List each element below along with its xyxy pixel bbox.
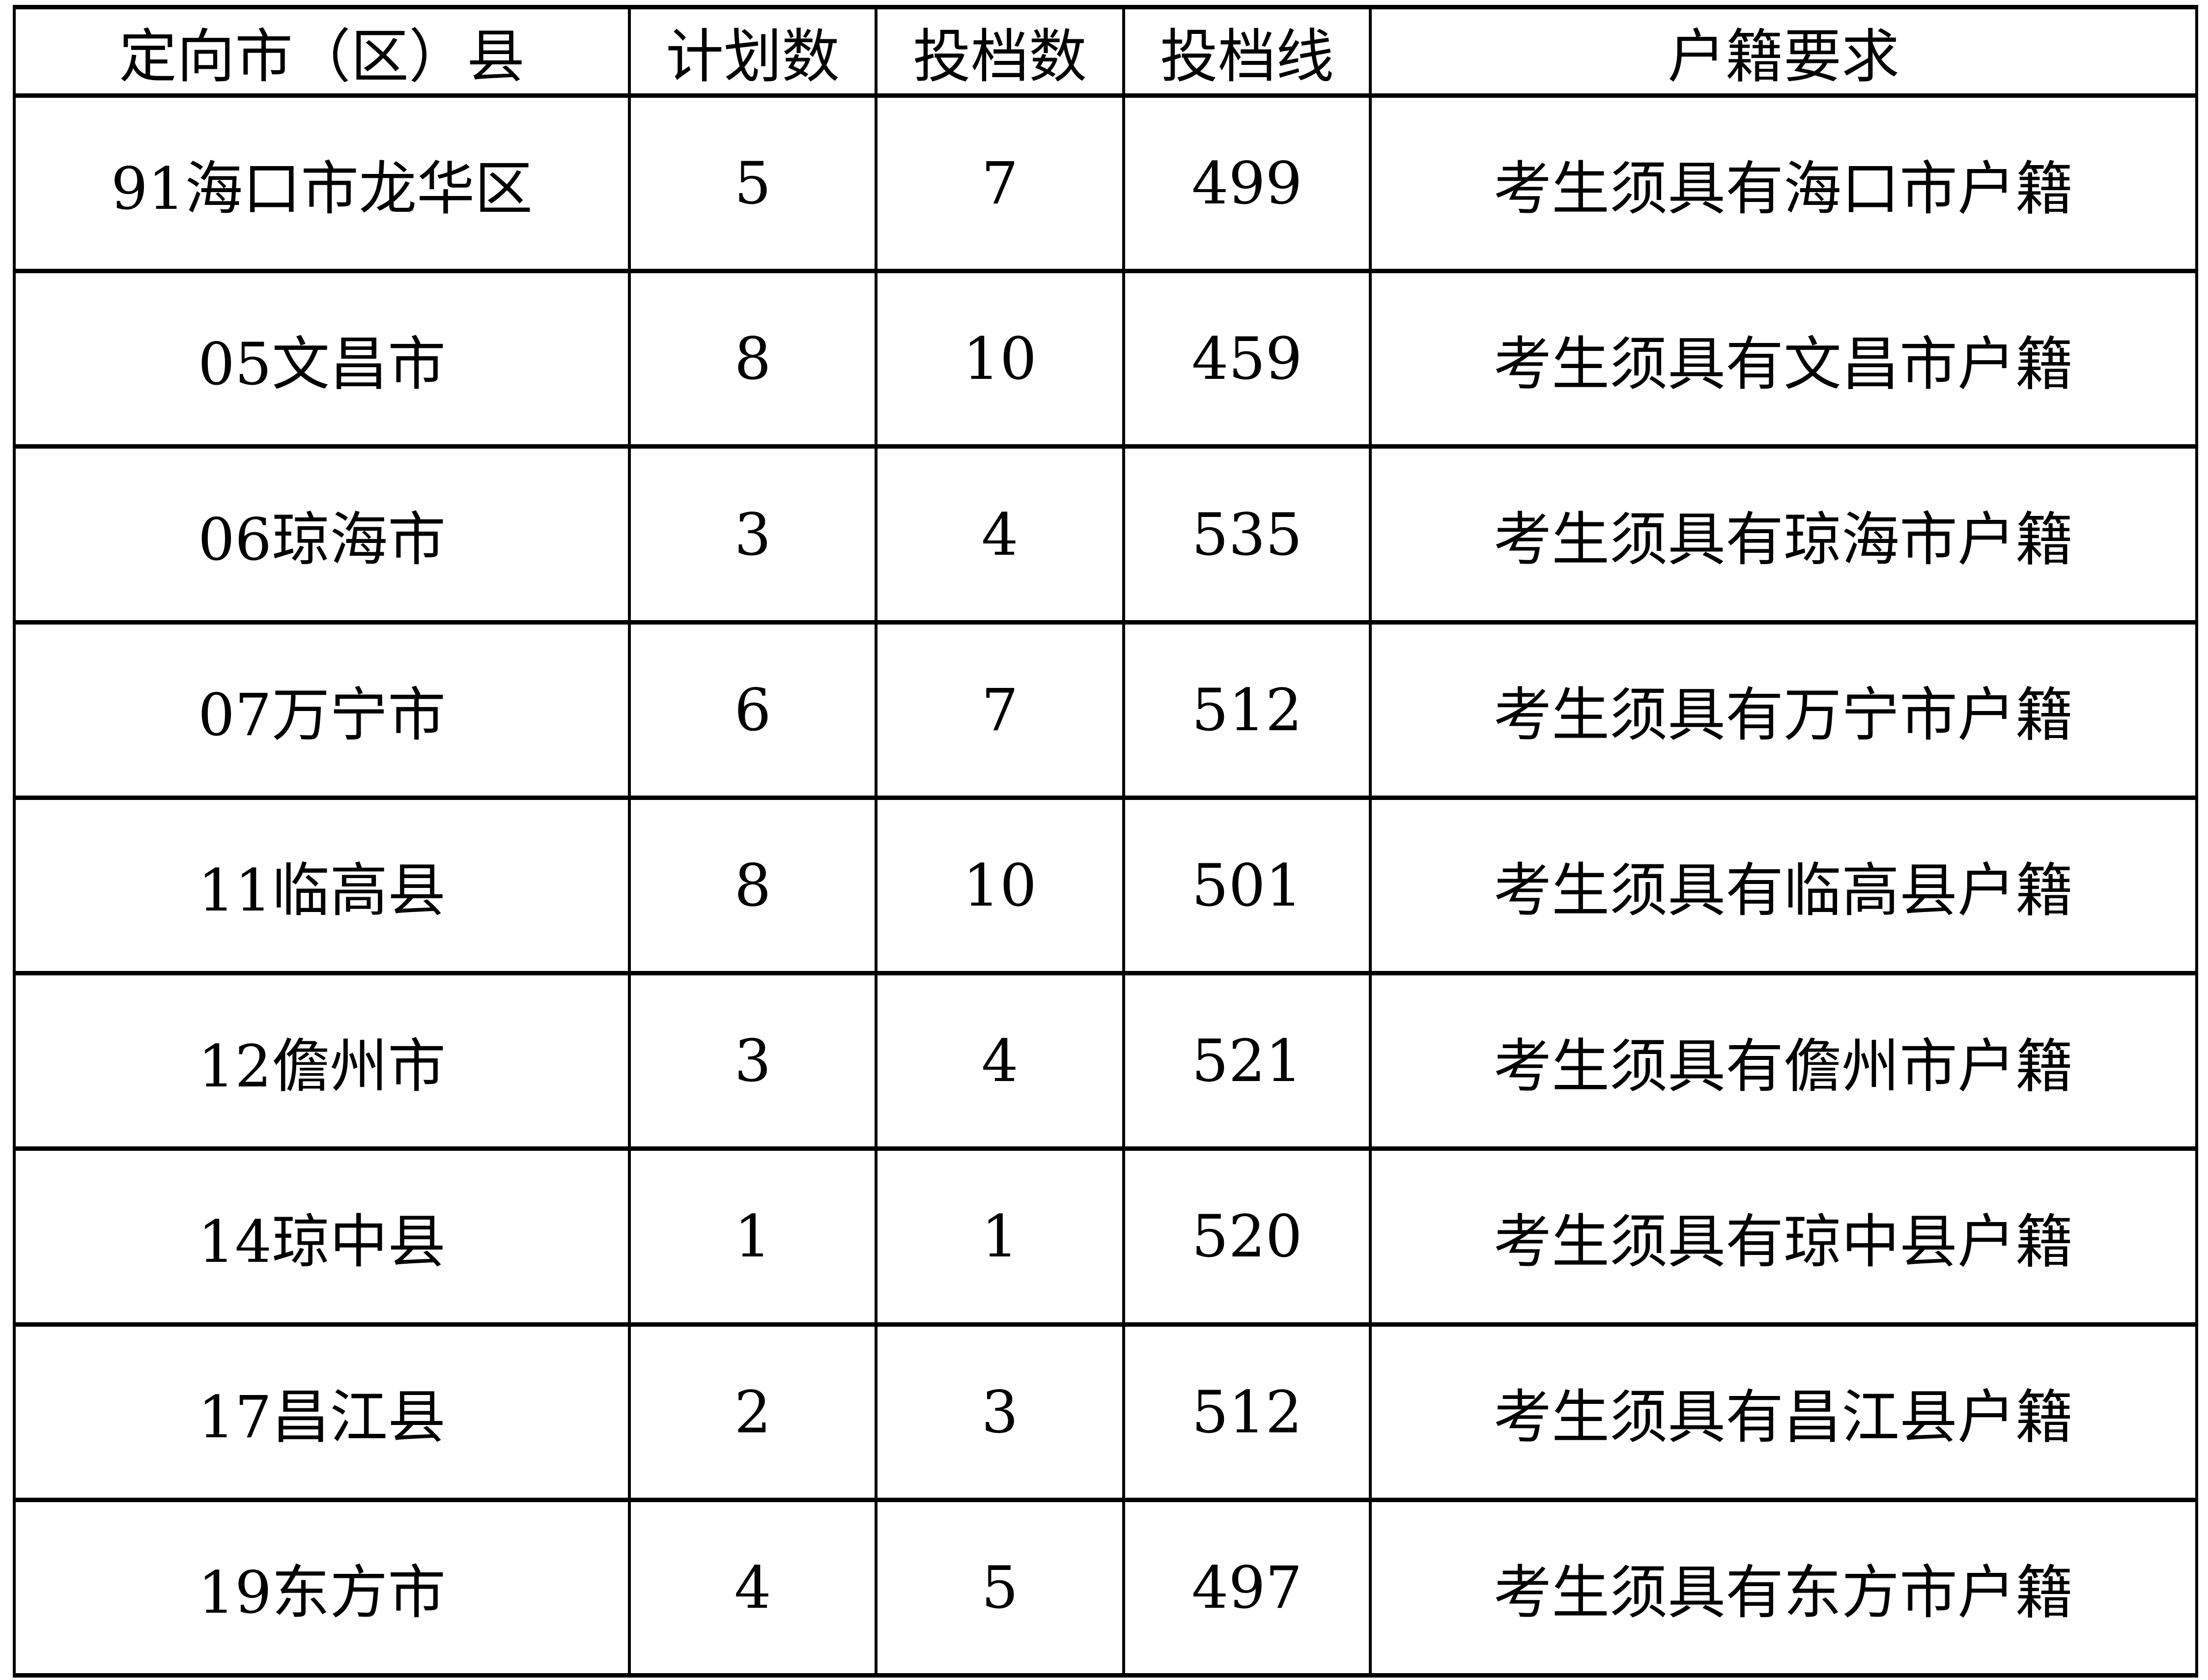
header-filed-count: 投档数 (875, 5, 1125, 98)
residency-cell: 考生须具有万宁市户籍 (1369, 620, 2198, 800)
filed-count-cell: 10 (875, 795, 1125, 976)
residency-cell: 考生须具有琼中县户籍 (1369, 1146, 2198, 1327)
residency-cell: 考生须具有海口市户籍 (1369, 93, 2198, 274)
header-residency-requirement: 户籍要求 (1369, 5, 2198, 98)
filed-count-cell: 5 (875, 1497, 1125, 1678)
cutoff-score-cell: 459 (1122, 269, 1372, 449)
header-row: 定向市（区）县 计划数 投档数 投档线 户籍要求 (13, 5, 2198, 98)
plan-count-cell: 4 (628, 1497, 878, 1678)
table-row: 91海口市龙华区 5 7 499 考生须具有海口市户籍 (13, 93, 2198, 274)
filed-count-cell: 7 (875, 620, 1125, 800)
filed-count-cell: 3 (875, 1322, 1125, 1502)
filed-count-cell: 4 (875, 444, 1125, 625)
plan-count-cell: 5 (628, 93, 878, 274)
residency-cell: 考生须具有文昌市户籍 (1369, 269, 2198, 449)
table-row: 12儋州市 3 4 521 考生须具有儋州市户籍 (13, 971, 2198, 1151)
filed-count-cell: 4 (875, 971, 1125, 1151)
district-cell: 19东方市 (13, 1497, 631, 1678)
table-row: 07万宁市 6 7 512 考生须具有万宁市户籍 (13, 620, 2198, 800)
district-cell: 14琼中县 (13, 1146, 631, 1327)
residency-cell: 考生须具有东方市户籍 (1369, 1497, 2198, 1678)
district-cell: 05文昌市 (13, 269, 631, 449)
plan-count-cell: 3 (628, 444, 878, 625)
table-row: 14琼中县 1 1 520 考生须具有琼中县户籍 (13, 1146, 2198, 1327)
district-cell: 07万宁市 (13, 620, 631, 800)
admission-table: 定向市（区）县 计划数 投档数 投档线 户籍要求 91海口市龙华区 5 7 499 考生… (13, 5, 2198, 1678)
cutoff-score-cell: 499 (1122, 93, 1372, 274)
district-cell: 91海口市龙华区 (13, 93, 631, 274)
header-plan-count: 计划数 (628, 5, 878, 98)
cutoff-score-cell: 497 (1122, 1497, 1372, 1678)
plan-count-cell: 3 (628, 971, 878, 1151)
cutoff-score-cell: 521 (1122, 971, 1372, 1151)
table-row: 06琼海市 3 4 535 考生须具有琼海市户籍 (13, 444, 2198, 625)
filed-count-cell: 10 (875, 269, 1125, 449)
table-row: 05文昌市 8 10 459 考生须具有文昌市户籍 (13, 269, 2198, 449)
plan-count-cell: 1 (628, 1146, 878, 1327)
table-row: 11临高县 8 10 501 考生须具有临高县户籍 (13, 795, 2198, 976)
district-cell: 12儋州市 (13, 971, 631, 1151)
district-cell: 11临高县 (13, 795, 631, 976)
district-cell: 17昌江县 (13, 1322, 631, 1502)
header-cutoff-score: 投档线 (1122, 5, 1372, 98)
cutoff-score-cell: 501 (1122, 795, 1372, 976)
residency-cell: 考生须具有临高县户籍 (1369, 795, 2198, 976)
residency-cell: 考生须具有昌江县户籍 (1369, 1322, 2198, 1502)
table-row: 19东方市 4 5 497 考生须具有东方市户籍 (13, 1497, 2198, 1678)
cutoff-score-cell: 512 (1122, 1322, 1372, 1502)
table-row: 17昌江县 2 3 512 考生须具有昌江县户籍 (13, 1322, 2198, 1502)
cutoff-score-cell: 512 (1122, 620, 1372, 800)
plan-count-cell: 6 (628, 620, 878, 800)
residency-cell: 考生须具有儋州市户籍 (1369, 971, 2198, 1151)
district-cell: 06琼海市 (13, 444, 631, 625)
cutoff-score-cell: 520 (1122, 1146, 1372, 1327)
filed-count-cell: 7 (875, 93, 1125, 274)
header-district: 定向市（区）县 (13, 5, 631, 98)
plan-count-cell: 8 (628, 269, 878, 449)
cutoff-score-cell: 535 (1122, 444, 1372, 625)
filed-count-cell: 1 (875, 1146, 1125, 1327)
residency-cell: 考生须具有琼海市户籍 (1369, 444, 2198, 625)
plan-count-cell: 8 (628, 795, 878, 976)
plan-count-cell: 2 (628, 1322, 878, 1502)
